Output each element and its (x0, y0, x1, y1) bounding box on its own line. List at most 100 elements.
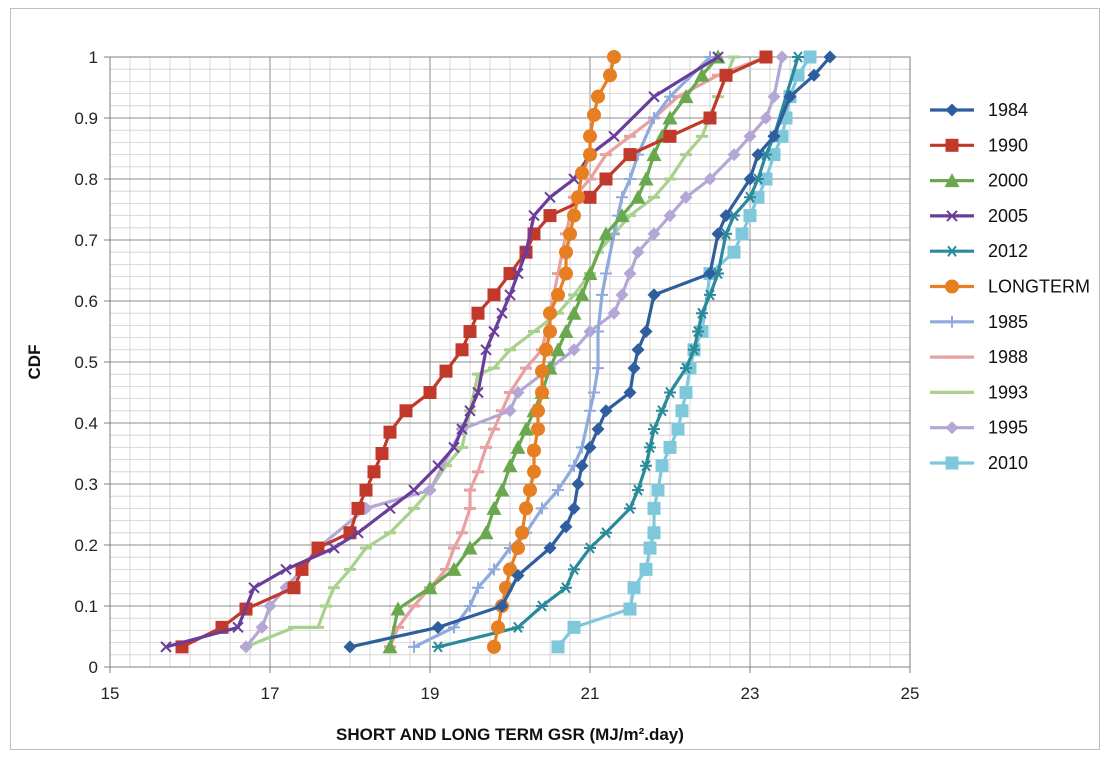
data-point-2012 (644, 441, 656, 454)
x-tick-label: 19 (421, 684, 440, 703)
data-point-2012 (792, 51, 804, 63)
data-point-1985 (592, 362, 604, 375)
data-point-2005 (544, 191, 556, 204)
data-point-2000 (646, 147, 662, 162)
data-point-longterm (543, 306, 557, 321)
data-point-longterm (571, 190, 585, 205)
legend-label: LONGTERM (988, 277, 1090, 297)
legend-item-1993: 1993 (930, 382, 1028, 402)
data-point-1984 (719, 209, 733, 223)
data-point-2000 (510, 439, 526, 454)
data-point-1984 (703, 267, 717, 281)
data-point-2005 (232, 621, 244, 634)
data-point-1984 (591, 422, 605, 436)
data-point-2000 (598, 226, 614, 241)
data-point-1990 (623, 148, 637, 162)
data-point-2005 (608, 130, 620, 143)
data-point-longterm (523, 483, 537, 498)
data-point-2010 (803, 50, 817, 64)
legend-label: 1988 (988, 347, 1028, 367)
data-point-1984 (599, 404, 613, 418)
data-point-1984 (343, 640, 357, 654)
series-2005 (160, 51, 724, 653)
data-point-2010 (767, 148, 781, 162)
data-point-1995 (583, 325, 597, 338)
data-point-longterm (503, 562, 517, 577)
x-tick-label: 17 (261, 684, 280, 703)
data-point-2000 (446, 561, 462, 576)
data-point-1990 (719, 68, 733, 82)
data-point-1985 (596, 288, 608, 301)
data-point-2005 (488, 325, 500, 338)
data-point-2005 (472, 386, 484, 399)
data-point-2000 (382, 639, 398, 654)
data-point-longterm (591, 89, 605, 104)
data-point-2012 (696, 307, 708, 319)
data-point-longterm (583, 147, 597, 162)
data-point-1995 (423, 483, 437, 497)
legend-item-1984: 1984 (930, 100, 1028, 120)
data-point-longterm (491, 620, 505, 635)
data-point-1990 (351, 501, 365, 515)
data-point-1984 (767, 129, 781, 143)
legend: 1984 1990 2000 2005 2012 LONGTERM 1985 1988 1993… (930, 100, 1090, 473)
y-tick-label: 1 (89, 48, 98, 67)
x-axis-title: SHORT AND LONG TERM GSR (MJ/m².day) (336, 725, 684, 744)
y-tick-label: 0.5 (74, 353, 98, 372)
data-point-2012 (568, 563, 580, 576)
y-tick-label: 0.8 (74, 170, 98, 189)
data-point-longterm (519, 501, 533, 516)
data-point-longterm (531, 422, 545, 437)
data-point-2000 (486, 500, 502, 515)
legend-label: 2000 (988, 171, 1028, 191)
data-point-2005 (280, 563, 292, 576)
data-point-1984 (567, 501, 581, 515)
data-point-1984 (627, 361, 641, 375)
data-point-1995 (239, 640, 253, 654)
legend-label: 2005 (988, 206, 1028, 226)
data-point-2005 (528, 209, 540, 222)
data-point-2005 (480, 344, 492, 356)
data-point-2012 (744, 191, 756, 203)
data-point-2000 (550, 342, 566, 357)
data-point-2010 (627, 581, 641, 595)
data-point-longterm (543, 324, 557, 339)
legend-item-1990: 1990 (930, 135, 1028, 155)
data-point-2012 (692, 325, 704, 338)
legend-swatch-marker (945, 456, 959, 470)
data-point-1995 (615, 288, 629, 302)
data-point-1990 (287, 581, 301, 595)
data-point-2012 (640, 460, 652, 472)
data-point-1984 (807, 68, 821, 82)
legend-label: 2010 (988, 453, 1028, 473)
data-point-1985 (624, 173, 636, 185)
legend-swatch-marker (945, 138, 959, 152)
legend-swatch-marker (945, 103, 959, 117)
legend-label: 1985 (988, 312, 1028, 332)
data-point-1985 (664, 90, 676, 103)
data-point-2005 (328, 542, 340, 554)
legend-label: 1990 (988, 135, 1028, 155)
legend-item-1988: 1988 (930, 347, 1028, 367)
data-point-2010 (643, 541, 657, 555)
data-point-2000 (422, 580, 438, 595)
data-point-2010 (567, 620, 581, 634)
data-point-2005 (384, 502, 396, 515)
data-point-1995 (511, 386, 525, 399)
data-point-longterm (607, 50, 621, 64)
data-point-2012 (688, 344, 700, 356)
data-point-1984 (823, 50, 837, 64)
data-point-longterm (487, 639, 501, 654)
data-point-1990 (503, 267, 517, 281)
data-point-longterm (583, 129, 597, 144)
data-point-1995 (679, 190, 693, 204)
data-point-2012 (432, 641, 444, 653)
data-point-2000 (614, 208, 630, 223)
data-point-1995 (607, 306, 621, 320)
data-point-2000 (494, 482, 510, 497)
series-1984 (343, 50, 837, 654)
y-tick-label: 0.6 (74, 292, 98, 311)
data-point-1990 (583, 190, 597, 204)
legend-swatch-marker (945, 421, 959, 435)
data-point-2005 (448, 441, 460, 454)
